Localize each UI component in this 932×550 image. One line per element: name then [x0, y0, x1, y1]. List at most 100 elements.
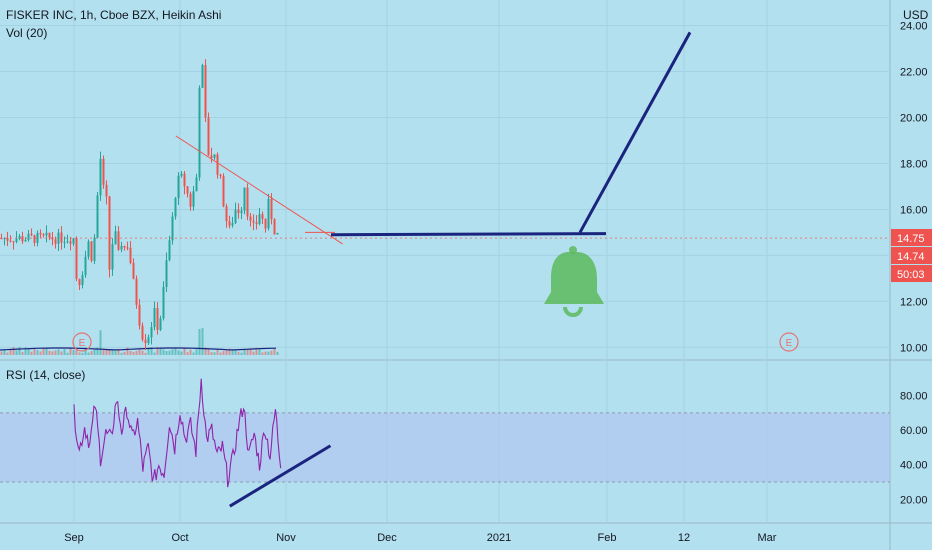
- volume-bar: [120, 352, 123, 355]
- symbol-legend[interactable]: FISKER INC, 1h, Cboe BZX, Heikin Ashi: [6, 8, 222, 22]
- bell-body: [544, 252, 604, 304]
- rsi-legend[interactable]: RSI (14, close): [6, 368, 86, 382]
- volume-bar: [126, 347, 129, 355]
- volume-bar: [171, 349, 174, 355]
- rsi-tick-label: 60.00: [900, 425, 928, 437]
- volume-bar: [162, 349, 165, 355]
- volume-bar: [276, 351, 279, 355]
- volume-bar: [78, 352, 81, 355]
- volume-bar: [108, 349, 111, 355]
- volume-bar: [84, 347, 87, 355]
- candle-body: [45, 232, 48, 236]
- candle-body: [276, 232, 279, 235]
- volume-bar: [219, 352, 222, 355]
- candle-body: [249, 216, 252, 221]
- candle-body: [138, 304, 141, 326]
- volume-bar: [0, 351, 3, 355]
- candle-body: [159, 318, 162, 330]
- volume-bar: [189, 349, 192, 355]
- candle-body: [258, 214, 261, 224]
- x-tick-label: Feb: [598, 532, 617, 544]
- volume-bar: [231, 349, 234, 355]
- candle-body: [153, 308, 156, 328]
- candle-body: [21, 236, 24, 242]
- candle-body: [180, 173, 183, 176]
- volume-bar: [222, 351, 225, 355]
- earnings-marker-label: E: [786, 338, 793, 349]
- volume-bar: [9, 349, 12, 355]
- support-trendline: [330, 232, 607, 237]
- candle-body: [102, 158, 105, 185]
- countdown-tag: 50:03: [897, 269, 925, 281]
- volume-bar: [27, 349, 30, 355]
- volume-bar: [147, 348, 150, 355]
- candle-body: [267, 198, 270, 229]
- volume-bar: [30, 351, 33, 355]
- volume-bar: [168, 350, 171, 355]
- earnings-marker: [779, 332, 799, 352]
- volume-bar: [69, 347, 72, 355]
- volume-bar: [210, 352, 213, 355]
- candle-body: [9, 240, 12, 242]
- volume-bar: [60, 351, 63, 355]
- rsi-band: [0, 412, 890, 482]
- candle-body: [165, 260, 168, 287]
- candle-body: [30, 233, 33, 236]
- volume-bar: [186, 352, 189, 355]
- volume-bar: [33, 348, 36, 355]
- grid-lines: [0, 0, 890, 523]
- candle-body: [27, 233, 30, 240]
- candle-body: [135, 278, 138, 305]
- volume-bar: [267, 351, 270, 355]
- volume-bar: [246, 349, 249, 355]
- volume-bar: [66, 352, 69, 355]
- volume-bar: [3, 349, 6, 355]
- volume-bar: [42, 348, 45, 355]
- candle-body: [117, 231, 120, 250]
- candle-body: [54, 239, 57, 244]
- volume-bar: [87, 352, 90, 355]
- candle-body: [147, 337, 150, 344]
- currency-label: USD: [903, 8, 929, 22]
- bell-top: [569, 246, 577, 254]
- candle-body: [24, 239, 27, 242]
- volume-bar: [18, 347, 21, 355]
- volume-legend[interactable]: Vol (20): [6, 26, 48, 40]
- x-tick-label: 12: [678, 532, 690, 544]
- candle-body: [3, 238, 6, 240]
- volume-bars: [0, 327, 279, 355]
- candle-body: [261, 214, 264, 219]
- candle-body: [123, 245, 126, 248]
- volume-bar: [180, 351, 183, 355]
- volume-bar: [117, 348, 120, 355]
- candle-body: [216, 154, 219, 175]
- volume-bar: [105, 349, 108, 355]
- candle-body: [189, 193, 192, 207]
- candle-body: [36, 232, 39, 243]
- volume-bar: [273, 348, 276, 355]
- candle-body: [228, 221, 231, 226]
- candle-body: [141, 325, 144, 340]
- volume-bar: [48, 350, 51, 355]
- user-drawings: [0, 31, 890, 508]
- volume-bar: [153, 352, 156, 355]
- candle-body: [75, 238, 78, 279]
- candle-body: [183, 173, 186, 187]
- volume-bar: [174, 347, 177, 355]
- volume-bar: [255, 347, 258, 355]
- candle-body: [174, 198, 177, 217]
- volume-bar: [12, 347, 15, 355]
- price-tick-label: 24.00: [900, 20, 928, 32]
- candle-body: [219, 174, 222, 177]
- candle-body: [186, 186, 189, 194]
- volume-bar: [15, 350, 18, 355]
- candle-body: [264, 218, 267, 229]
- candle-body: [120, 245, 123, 250]
- volume-bar: [192, 352, 195, 355]
- volume-bar: [234, 350, 237, 355]
- volume-bar: [204, 347, 207, 355]
- rsi-tick-label: 40.00: [900, 460, 928, 472]
- x-tick-label: Mar: [758, 532, 777, 544]
- candle-body: [213, 154, 216, 158]
- candle-body: [108, 196, 111, 270]
